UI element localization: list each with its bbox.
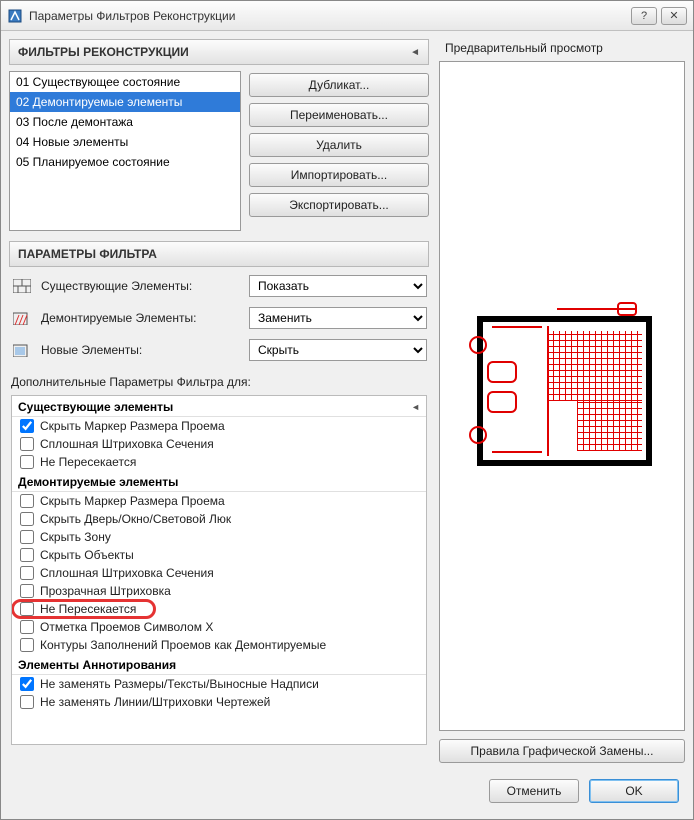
check-row[interactable]: Не заменять Линии/Штриховки Чертежей	[12, 693, 426, 711]
preview-title: Предварительный просмотр	[439, 39, 685, 61]
checkbox[interactable]	[20, 530, 34, 544]
content-area: ФИЛЬТРЫ РЕКОНСТРУКЦИИ ◄ 01 Существующее …	[1, 31, 693, 771]
check-label: Отметка Проемов Символом X	[40, 620, 213, 634]
floorplan-preview	[467, 296, 657, 496]
check-label: Скрыть Объекты	[40, 548, 134, 562]
preview-box	[439, 61, 685, 731]
cancel-button[interactable]: Отменить	[489, 779, 579, 803]
new-select[interactable]: ПоказатьЗаменитьСкрыть	[249, 339, 427, 361]
checkbox[interactable]	[20, 494, 34, 508]
duplicate-button[interactable]: Дубликат...	[249, 73, 429, 97]
rules-button[interactable]: Правила Графической Замены...	[439, 739, 685, 763]
param-row-new: Новые Элементы: ПоказатьЗаменитьСкрыть	[11, 339, 427, 361]
import-button[interactable]: Импортировать...	[249, 163, 429, 187]
filters-row: 01 Существующее состояние02 Демонтируемы…	[9, 65, 429, 241]
filter-list-item[interactable]: 02 Демонтируемые элементы	[10, 92, 240, 112]
existing-label: Существующие Элементы:	[41, 279, 241, 293]
check-row[interactable]: Скрыть Объекты	[12, 546, 426, 564]
check-label: Сплошная Штриховка Сечения	[40, 437, 214, 451]
check-row[interactable]: Скрыть Зону	[12, 528, 426, 546]
check-row[interactable]: Прозрачная Штриховка	[12, 582, 426, 600]
brick-icon	[11, 279, 33, 293]
app-icon	[7, 8, 23, 24]
collapse-icon: ◄	[410, 47, 420, 58]
window-title: Параметры Фильтров Реконструкции	[29, 9, 627, 23]
check-label: Не Пересекается	[40, 602, 136, 616]
check-label: Прозрачная Штриховка	[40, 584, 171, 598]
check-group-header[interactable]: Демонтируемые элементы	[12, 471, 426, 492]
param-row-demolished: Демонтируемые Элементы: ПоказатьЗаменить…	[11, 307, 427, 329]
check-row[interactable]: Не Пересекается	[12, 453, 426, 471]
right-pane: Предварительный просмотр Правила Графиче…	[439, 39, 685, 763]
filter-list-item[interactable]: 01 Существующее состояние	[10, 72, 240, 92]
filter-list-item[interactable]: 04 Новые элементы	[10, 132, 240, 152]
check-row[interactable]: Контуры Заполнений Проемов как Демонтиру…	[12, 636, 426, 654]
check-group-title: Элементы Аннотирования	[18, 658, 176, 672]
demolish-icon	[11, 311, 33, 325]
help-button[interactable]: ?	[631, 7, 657, 25]
check-label: Контуры Заполнений Проемов как Демонтиру…	[40, 638, 326, 652]
export-button[interactable]: Экспортировать...	[249, 193, 429, 217]
existing-select[interactable]: ПоказатьЗаменитьСкрыть	[249, 275, 427, 297]
param-row-existing: Существующие Элементы: ПоказатьЗаменитьС…	[11, 275, 427, 297]
checkbox[interactable]	[20, 695, 34, 709]
check-label: Скрыть Маркер Размера Проема	[40, 494, 225, 508]
check-row[interactable]: Скрыть Маркер Размера Проема	[12, 492, 426, 510]
demolished-select[interactable]: ПоказатьЗаменитьСкрыть	[249, 307, 427, 329]
check-group-title: Существующие элементы	[18, 400, 173, 414]
checkbox[interactable]	[20, 620, 34, 634]
check-group-header[interactable]: Элементы Аннотирования	[12, 654, 426, 675]
ok-button[interactable]: OK	[589, 779, 679, 803]
checkbox[interactable]	[20, 455, 34, 469]
check-label: Не заменять Линии/Штриховки Чертежей	[40, 695, 270, 709]
params-section-header[interactable]: ПАРАМЕТРЫ ФИЛЬТРА	[9, 241, 429, 267]
check-label: Сплошная Штриховка Сечения	[40, 566, 214, 580]
left-pane: ФИЛЬТРЫ РЕКОНСТРУКЦИИ ◄ 01 Существующее …	[9, 39, 429, 763]
check-row[interactable]: Скрыть Дверь/Окно/Световой Люк	[12, 510, 426, 528]
check-group-title: Демонтируемые элементы	[18, 475, 178, 489]
check-row[interactable]: Сплошная Штриховка Сечения	[12, 564, 426, 582]
checkbox[interactable]	[20, 677, 34, 691]
params-header-label: ПАРАМЕТРЫ ФИЛЬТРА	[18, 247, 157, 261]
filter-list-item[interactable]: 05 Планируемое состояние	[10, 152, 240, 172]
checkbox[interactable]	[20, 548, 34, 562]
check-row[interactable]: Не Пересекается	[12, 600, 426, 618]
checkbox[interactable]	[20, 437, 34, 451]
check-group-header[interactable]: Существующие элементы ◄	[12, 396, 426, 417]
extra-params-label: Дополнительные Параметры Фильтра для:	[11, 371, 427, 395]
collapse-icon: ◄	[411, 402, 420, 412]
footer: Отменить OK	[1, 771, 693, 811]
check-label: Не Пересекается	[40, 455, 136, 469]
new-label: Новые Элементы:	[41, 343, 241, 357]
checkbox[interactable]	[20, 419, 34, 433]
checks-panel: Существующие элементы ◄ Скрыть Маркер Разм…	[11, 395, 427, 745]
checkbox[interactable]	[20, 584, 34, 598]
checkbox[interactable]	[20, 638, 34, 652]
check-row[interactable]: Отметка Проемов Символом X	[12, 618, 426, 636]
check-row[interactable]: Не заменять Размеры/Тексты/Выносные Надп…	[12, 675, 426, 693]
check-row[interactable]: Сплошная Штриховка Сечения	[12, 435, 426, 453]
new-icon	[11, 343, 33, 357]
close-button[interactable]: ✕	[661, 7, 687, 25]
filters-header-label: ФИЛЬТРЫ РЕКОНСТРУКЦИИ	[18, 45, 189, 59]
params-body: Существующие Элементы: ПоказатьЗаменитьС…	[9, 267, 429, 753]
checkbox[interactable]	[20, 566, 34, 580]
filters-list[interactable]: 01 Существующее состояние02 Демонтируемы…	[9, 71, 241, 231]
checkbox[interactable]	[20, 602, 34, 616]
filter-buttons-column: Дубликат... Переименовать... Удалить Имп…	[249, 71, 429, 231]
filter-list-item[interactable]: 03 После демонтажа	[10, 112, 240, 132]
check-row[interactable]: Скрыть Маркер Размера Проема	[12, 417, 426, 435]
check-label: Скрыть Маркер Размера Проема	[40, 419, 225, 433]
titlebar: Параметры Фильтров Реконструкции ? ✕	[1, 1, 693, 31]
demolished-label: Демонтируемые Элементы:	[41, 311, 241, 325]
delete-button[interactable]: Удалить	[249, 133, 429, 157]
check-label: Не заменять Размеры/Тексты/Выносные Надп…	[40, 677, 319, 691]
rules-button-wrap: Правила Графической Замены...	[439, 731, 685, 763]
check-label: Скрыть Зону	[40, 530, 111, 544]
filters-section-header[interactable]: ФИЛЬТРЫ РЕКОНСТРУКЦИИ ◄	[9, 39, 429, 65]
rename-button[interactable]: Переименовать...	[249, 103, 429, 127]
check-label: Скрыть Дверь/Окно/Световой Люк	[40, 512, 231, 526]
checkbox[interactable]	[20, 512, 34, 526]
